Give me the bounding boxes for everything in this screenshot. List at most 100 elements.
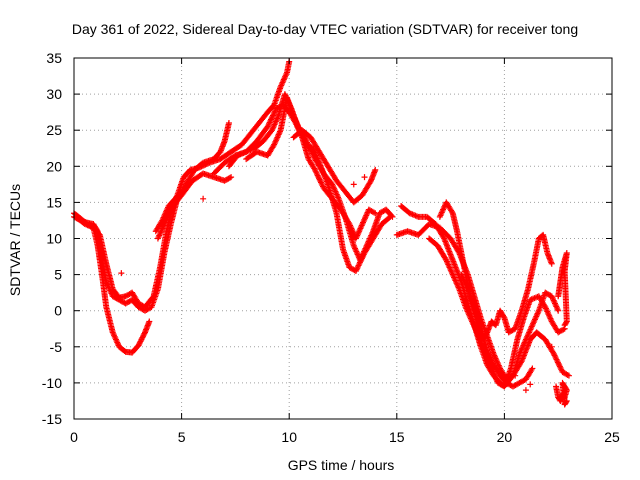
data-point xyxy=(201,162,208,169)
data-point xyxy=(198,163,205,170)
data-point xyxy=(199,162,206,169)
data-point xyxy=(312,168,319,175)
data-point xyxy=(350,181,357,188)
data-point xyxy=(522,387,529,394)
y-tick-label: 35 xyxy=(46,50,62,66)
data-point xyxy=(563,399,570,406)
chart-title: Day 361 of 2022, Sidereal Day-to-day VTE… xyxy=(72,21,578,37)
data-point xyxy=(317,178,324,185)
x-tick-label: 10 xyxy=(281,429,297,445)
data-point xyxy=(264,123,271,130)
x-tick-label: 5 xyxy=(178,429,186,445)
y-tick-label: 15 xyxy=(46,194,62,210)
data-point xyxy=(551,352,558,359)
data-point xyxy=(352,267,359,274)
y-tick-label: 10 xyxy=(46,231,62,247)
data-point xyxy=(267,116,274,123)
data-point xyxy=(512,372,519,379)
data-point xyxy=(555,307,562,314)
data-point xyxy=(316,176,323,183)
data-points xyxy=(71,58,572,408)
data-point xyxy=(554,357,561,364)
y-tick-label: 25 xyxy=(46,122,62,138)
data-point xyxy=(265,122,272,129)
data-point xyxy=(386,214,393,221)
data-point xyxy=(361,174,368,181)
data-point xyxy=(200,195,207,202)
data-point xyxy=(312,166,319,173)
data-point xyxy=(560,326,567,333)
data-point xyxy=(266,119,273,126)
data-point xyxy=(562,320,569,327)
data-point xyxy=(359,254,366,261)
x-tick-label: 15 xyxy=(389,429,405,445)
y-tick-label: 0 xyxy=(54,303,62,319)
data-point xyxy=(509,373,516,380)
data-point xyxy=(354,265,361,272)
data-point xyxy=(550,351,557,358)
data-point xyxy=(563,397,570,404)
data-point xyxy=(353,266,360,273)
y-tick-label: -5 xyxy=(50,339,63,355)
data-point xyxy=(548,260,555,267)
data-point xyxy=(358,256,365,263)
data-point xyxy=(440,234,447,241)
x-tick-label: 25 xyxy=(604,429,620,445)
y-tick-label: -10 xyxy=(42,375,62,391)
data-point xyxy=(202,161,209,168)
data-point xyxy=(203,160,210,167)
data-point xyxy=(553,356,560,363)
data-point xyxy=(387,213,394,220)
data-point xyxy=(319,182,326,189)
data-point xyxy=(197,164,204,171)
data-point xyxy=(528,366,535,373)
data-point xyxy=(149,294,156,301)
data-point xyxy=(356,261,363,268)
data-point xyxy=(556,363,563,370)
x-axis-label: GPS time / hours xyxy=(288,457,395,473)
data-point xyxy=(226,174,233,181)
x-tick-label: 0 xyxy=(70,429,78,445)
data-point xyxy=(529,365,536,372)
data-point xyxy=(354,263,361,270)
data-point xyxy=(228,174,235,181)
data-point xyxy=(558,366,565,373)
data-point xyxy=(269,113,276,120)
data-point xyxy=(315,175,322,182)
y-tick-label: 30 xyxy=(46,86,62,102)
data-point xyxy=(146,318,153,325)
x-tick-label: 20 xyxy=(497,429,513,445)
data-point xyxy=(360,252,367,259)
data-point xyxy=(564,371,571,378)
data-point xyxy=(318,180,325,187)
data-point xyxy=(370,209,377,216)
y-tick-label: 20 xyxy=(46,158,62,174)
y-tick-label: 5 xyxy=(54,267,62,283)
data-point xyxy=(552,353,559,360)
data-point xyxy=(448,208,455,215)
data-point xyxy=(555,360,562,367)
data-point xyxy=(313,169,320,176)
data-point xyxy=(356,259,363,266)
data-point xyxy=(372,166,379,173)
data-point xyxy=(195,164,202,171)
data-point xyxy=(314,171,321,178)
data-point xyxy=(557,364,564,371)
data-point xyxy=(500,313,507,320)
data-point xyxy=(548,343,555,350)
data-point xyxy=(267,118,274,125)
data-point xyxy=(314,172,321,179)
data-point xyxy=(358,255,365,262)
data-point xyxy=(554,359,561,366)
data-point xyxy=(315,173,322,180)
data-point xyxy=(205,160,212,167)
data-point xyxy=(266,120,273,127)
data-point xyxy=(561,322,568,329)
data-point xyxy=(317,179,324,186)
y-tick-label: -15 xyxy=(42,411,62,427)
data-point xyxy=(141,330,148,337)
data-point xyxy=(268,115,275,122)
data-point xyxy=(565,372,572,379)
data-point xyxy=(527,381,534,388)
